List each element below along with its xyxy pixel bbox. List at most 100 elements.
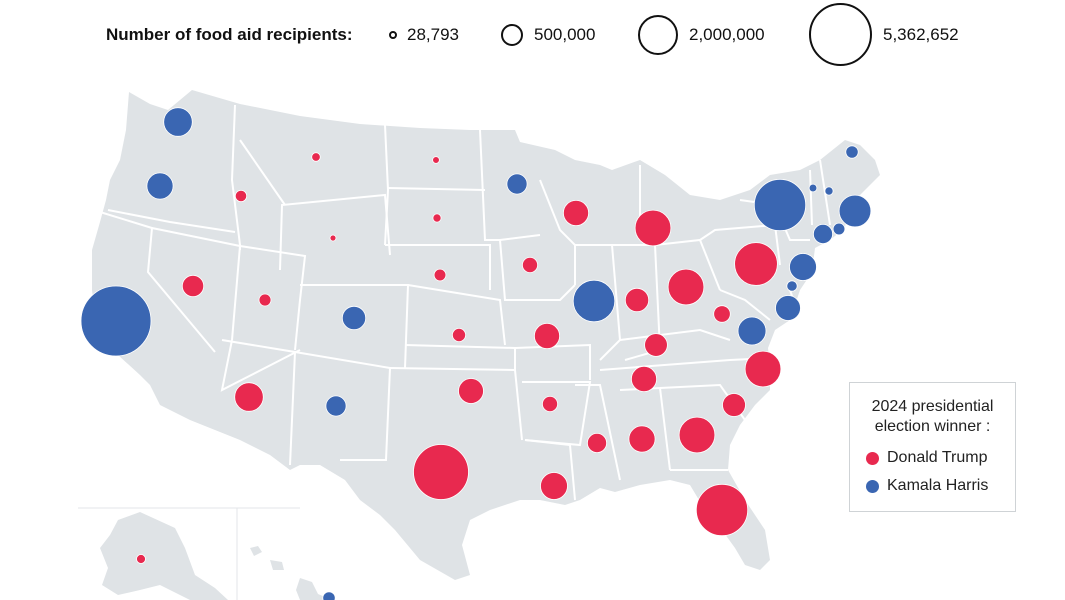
hawaii-shape xyxy=(250,546,332,600)
state-border-line xyxy=(539,179,576,285)
contiguous-us-shape xyxy=(92,90,880,580)
bubble-pennsylvania xyxy=(734,242,778,286)
bubble-oregon xyxy=(146,172,174,200)
state-border-line xyxy=(99,211,216,353)
state-border-line xyxy=(389,367,523,441)
bubble-maryland xyxy=(775,295,801,321)
state-border-line xyxy=(575,384,621,481)
size-legend-title: Number of food aid recipients: xyxy=(106,25,353,44)
bubble-hawaii xyxy=(322,591,336,600)
us-land xyxy=(78,90,880,600)
bubble-arizona xyxy=(234,382,264,412)
size-legend-circle-500k xyxy=(501,24,523,46)
winner-legend: 2024 presidential election winner : Dona… xyxy=(849,382,1016,512)
state-border-line xyxy=(719,289,771,321)
bubble-kentucky xyxy=(644,333,668,357)
size-legend-label-500k: 500,000 xyxy=(534,25,596,44)
state-borders xyxy=(99,104,831,501)
bubble-new-york xyxy=(753,178,807,232)
inset-frame-lines xyxy=(78,507,300,600)
bubble-oklahoma xyxy=(458,378,484,404)
bubble-connecticut xyxy=(813,223,834,244)
bubble-delaware xyxy=(786,280,798,292)
harris-dot-icon xyxy=(866,479,879,493)
bubble-georgia xyxy=(678,416,716,454)
state-border-line xyxy=(279,193,391,271)
state-border-line xyxy=(151,227,241,247)
bubble-idaho xyxy=(234,189,248,203)
trump-dot-icon xyxy=(866,451,879,465)
bubble-california xyxy=(80,285,152,357)
bubble-maine xyxy=(845,145,859,159)
bubble-florida xyxy=(695,483,749,537)
bubble-nebraska xyxy=(433,268,447,282)
bubble-wisconsin xyxy=(563,199,590,226)
bubble-iowa xyxy=(522,256,539,273)
bubble-mississippi xyxy=(587,432,608,453)
state-border-line xyxy=(385,244,491,290)
state-border-line xyxy=(407,284,506,346)
bubble-rhode-island xyxy=(832,222,846,236)
bubble-alabama xyxy=(628,425,656,453)
bubble-north-carolina xyxy=(744,350,782,388)
bubble-nevada xyxy=(181,274,205,298)
state-border-line xyxy=(239,245,307,351)
bubble-new-mexico xyxy=(325,395,347,417)
bubble-tennessee xyxy=(631,365,658,392)
winner-legend-title-line1: 2024 presidential xyxy=(871,398,994,415)
state-border-line xyxy=(612,244,662,361)
bubble-michigan xyxy=(634,209,672,247)
bubble-massachusetts xyxy=(838,194,872,228)
size-legend-circle-2m xyxy=(638,15,678,55)
size-legend: Number of food aid recipients: 28,793 50… xyxy=(0,0,1065,70)
winner-legend-title-line2: election winner : xyxy=(874,418,991,435)
legend-item-harris: Kamala Harris xyxy=(866,477,988,495)
legend-label-trump: Donald Trump xyxy=(887,449,988,466)
state-border-line xyxy=(575,244,622,361)
bubble-indiana xyxy=(624,287,650,313)
bubble-new-hampshire xyxy=(824,186,834,196)
bubble-illinois xyxy=(572,279,616,323)
state-border-line xyxy=(479,129,541,241)
bubble-new-jersey xyxy=(789,253,817,281)
legend-label-harris: Kamala Harris xyxy=(887,477,989,494)
bubble-wyoming xyxy=(329,234,337,242)
bubble-north-dakota xyxy=(432,156,440,164)
winner-legend-title: 2024 presidential election winner : xyxy=(850,397,1015,437)
state-border-line xyxy=(619,328,731,341)
state-border-line xyxy=(294,351,392,461)
alaska-shape xyxy=(100,512,228,600)
bubble-alaska xyxy=(136,554,146,564)
bubble-washington xyxy=(163,107,193,137)
bubble-ohio xyxy=(667,268,705,306)
bubble-south-carolina xyxy=(722,393,746,417)
bubble-colorado xyxy=(341,305,367,331)
size-legend-label-max: 5,362,652 xyxy=(883,25,959,44)
state-border-line xyxy=(499,239,576,301)
bubble-minnesota xyxy=(506,173,528,195)
state-border-line xyxy=(220,339,301,392)
size-legend-circle-max xyxy=(809,3,872,66)
bubble-west-virginia xyxy=(713,305,731,323)
bubble-montana xyxy=(311,152,321,162)
bubble-south-dakota xyxy=(432,213,442,223)
state-border-line xyxy=(231,245,241,341)
size-legend-label-small: 28,793 xyxy=(407,25,459,44)
bubble-texas xyxy=(413,444,469,500)
state-border-line xyxy=(384,124,390,246)
state-border-line xyxy=(514,343,591,380)
bubble-vermont xyxy=(808,183,818,193)
size-legend-circle-small xyxy=(389,31,397,39)
state-border-line xyxy=(809,169,813,226)
bubble-missouri xyxy=(534,322,561,349)
bubble-kansas xyxy=(451,327,466,342)
state-border-line xyxy=(387,187,486,191)
bubble-louisiana xyxy=(540,472,568,500)
size-legend-label-2m: 2,000,000 xyxy=(689,25,765,44)
bubble-arkansas xyxy=(542,395,559,412)
state-border-line xyxy=(699,223,781,266)
state-border-line xyxy=(524,439,576,501)
state-border-line xyxy=(107,209,236,233)
state-border-line xyxy=(239,139,286,206)
